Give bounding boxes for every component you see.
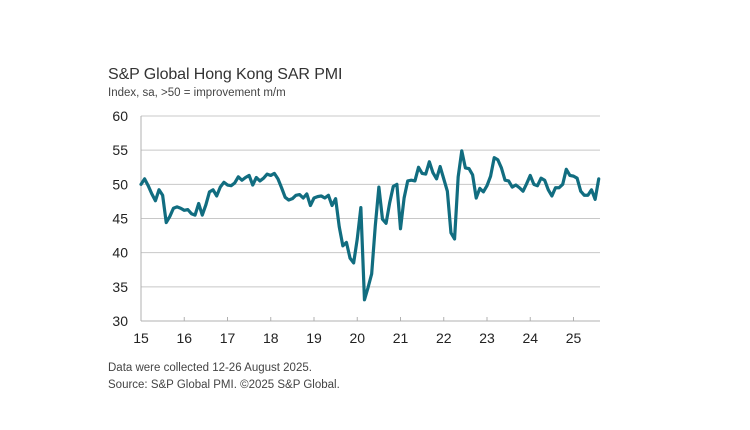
y-tick-label: 30 bbox=[112, 313, 128, 329]
x-axis: 15 16 17 18 19 20 21 22 23 24 25 bbox=[133, 116, 600, 346]
data-collection-note: Data were collected 12-26 August 2025. bbox=[108, 362, 312, 374]
y-tick-label: 35 bbox=[112, 279, 128, 295]
x-tick-label: 23 bbox=[479, 330, 495, 346]
series-line-pmi bbox=[139, 149, 601, 302]
gridlines bbox=[141, 115, 600, 288]
y-tick-label: 50 bbox=[112, 176, 128, 192]
x-tick-label: 18 bbox=[263, 330, 279, 346]
y-tick-label: 40 bbox=[112, 245, 128, 261]
x-tick-label: 25 bbox=[566, 330, 582, 346]
source-note: Source: S&P Global PMI. ©2025 S&P Global… bbox=[108, 379, 340, 391]
x-tick-label: 22 bbox=[436, 330, 452, 346]
chart-subtitle: Index, sa, >50 = improvement m/m bbox=[108, 87, 286, 99]
x-tick-label: 15 bbox=[133, 330, 149, 346]
x-tick-label: 16 bbox=[176, 330, 192, 346]
y-tick-label: 45 bbox=[112, 211, 128, 227]
x-tick-label: 17 bbox=[220, 330, 236, 346]
x-tick-label: 20 bbox=[349, 330, 365, 346]
series-layer bbox=[139, 149, 601, 302]
y-tick-label: 60 bbox=[112, 108, 128, 124]
x-tick-label: 19 bbox=[306, 330, 322, 346]
y-axis-ticks: 30 35 40 45 50 55 60 bbox=[112, 108, 128, 329]
chart-title: S&P Global Hong Kong SAR PMI bbox=[108, 66, 343, 83]
x-tick-label: 24 bbox=[522, 330, 538, 346]
y-tick-label: 55 bbox=[112, 142, 128, 158]
x-tick-label: 21 bbox=[393, 330, 409, 346]
